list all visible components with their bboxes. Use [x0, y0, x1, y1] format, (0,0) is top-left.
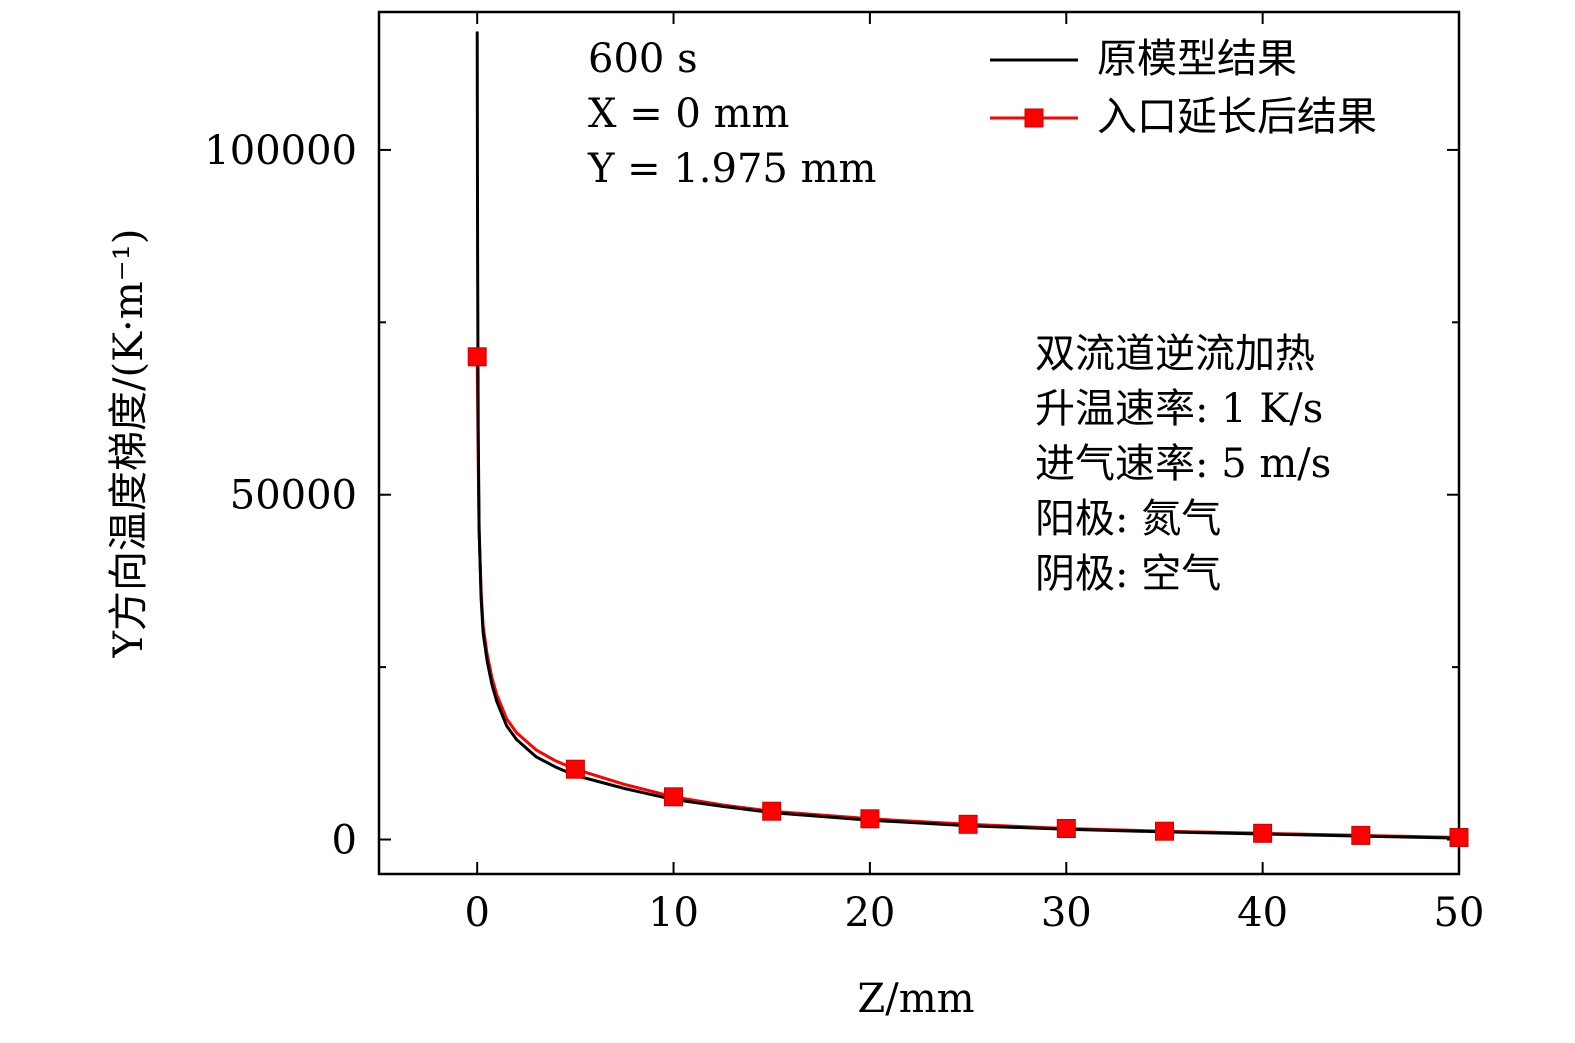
- x-tick-label: 10: [648, 890, 699, 936]
- plot-frame: [377, 10, 1461, 876]
- annotation-conditions: 双流道逆流加热 升温速率: 1 K/s 进气速率: 5 m/s 阳极: 氮气 阴…: [1035, 331, 1331, 597]
- x-tick-label: 40: [1237, 890, 1288, 936]
- annotation-time: 600 s: [588, 36, 698, 82]
- y-axis-label: Y方向温度梯度/(K·m⁻¹): [106, 229, 152, 659]
- legend: 原模型结果 入口延长后结果: [990, 36, 1377, 140]
- legend-label-extended: 入口延长后结果: [1097, 94, 1377, 140]
- x-tick-label: 20: [844, 890, 895, 936]
- x-axis-label: Z/mm: [857, 976, 974, 1022]
- data-point-marker: [1449, 828, 1469, 847]
- data-point-marker: [1056, 819, 1076, 838]
- data-point-marker: [958, 814, 978, 834]
- data-point-marker: [1253, 823, 1273, 843]
- data-point-marker: [664, 787, 683, 807]
- data-point-marker: [762, 801, 782, 821]
- data-point-marker: [1155, 821, 1174, 841]
- legend-label-original: 原模型结果: [1097, 36, 1297, 82]
- series-markers: [467, 347, 1469, 847]
- annotation-top: 600 s X = 0 mm Y = 1.975 mm: [587, 36, 876, 192]
- annotation-anode-gas: 阳极: 氮气: [1035, 496, 1221, 542]
- annotation-inlet-velocity: 进气速率: 5 m/s: [1035, 441, 1331, 487]
- annotation-heating-mode: 双流道逆流加热: [1035, 331, 1315, 377]
- annotation-cathode-gas: 阴极: 空气: [1035, 551, 1221, 597]
- x-tick-label: 30: [1041, 890, 1092, 936]
- axis-ticks: [379, 12, 1460, 874]
- y-tick-label: 0: [332, 818, 357, 864]
- annotation-x-position: X = 0 mm: [588, 91, 789, 137]
- x-tick-label: 0: [464, 890, 489, 936]
- y-tick-label: 50000: [230, 473, 357, 519]
- data-point-marker: [467, 347, 487, 367]
- legend-marker-extended: [1024, 108, 1044, 128]
- data-point-marker: [565, 759, 585, 779]
- y-tick-label: 100000: [204, 128, 357, 174]
- annotation-heating-rate: 升温速率: 1 K/s: [1035, 386, 1323, 432]
- data-point-marker: [1351, 825, 1371, 845]
- x-tick-label: 50: [1434, 890, 1485, 936]
- tick-labels: 0 10 20 30 40 50 0 50000 100000: [204, 128, 1484, 936]
- annotation-y-position: Y = 1.975 mm: [587, 146, 876, 192]
- data-point-marker: [860, 809, 880, 829]
